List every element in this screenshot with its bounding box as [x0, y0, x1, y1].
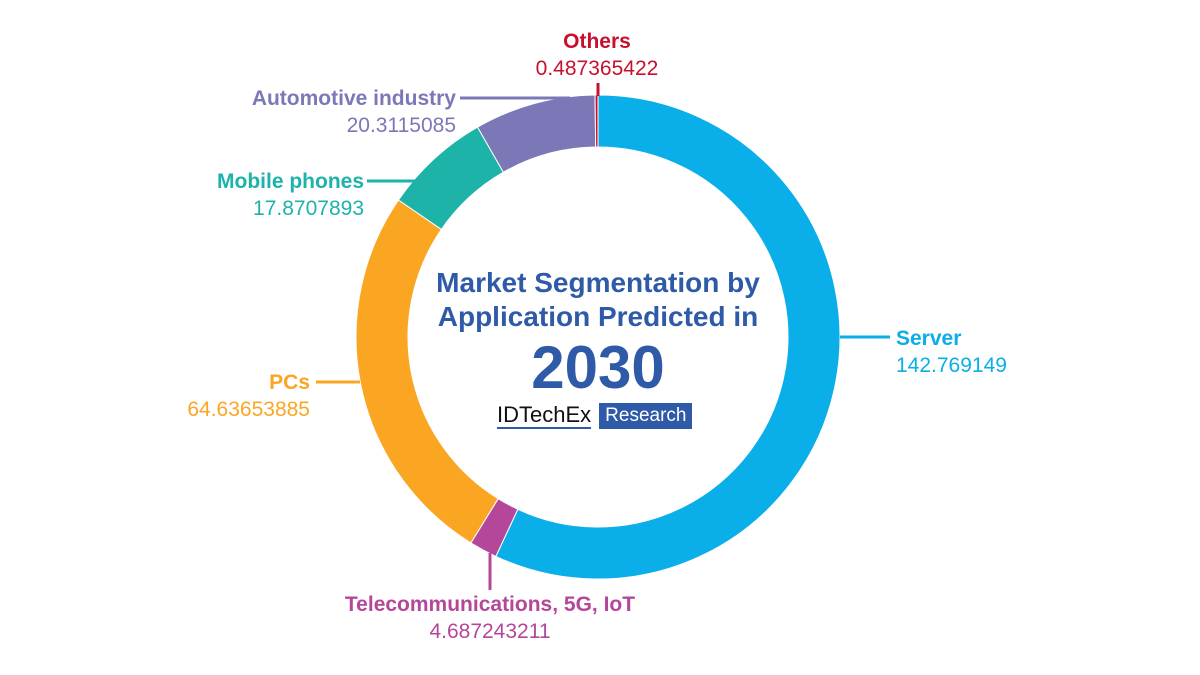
label-pcs: PCs 64.63653885	[187, 372, 310, 420]
slice-value: 142.769149	[896, 354, 1007, 377]
slice-name: Telecommunications, 5G, IoT	[344, 593, 636, 616]
slice-value: 17.8707893	[253, 197, 364, 220]
slice-others	[594, 94, 599, 148]
slice-name: Server	[896, 327, 962, 350]
slice-server	[495, 94, 841, 580]
slice-value: 4.687243211	[429, 620, 551, 643]
slice-value: 0.487365422	[535, 57, 659, 80]
label-others: Others 0.487365422	[497, 31, 697, 79]
slice-name: Mobile phones	[217, 170, 364, 193]
slice-name: Others	[563, 30, 631, 53]
chart-title-year: 2030	[531, 334, 665, 401]
label-automotive: Automotive industry 20.3115085	[252, 88, 456, 136]
label-mobile: Mobile phones 17.8707893	[217, 171, 364, 219]
slice-name: Automotive industry	[251, 87, 456, 110]
label-telecom: Telecommunications, 5G, IoT 4.687243211	[290, 594, 690, 642]
slice-value: 20.3115085	[346, 114, 456, 137]
slice-value: 64.63653885	[187, 398, 310, 421]
label-server: Server 142.769149	[896, 328, 1007, 376]
logo-tag: Research	[599, 403, 693, 429]
logo-brand: IDTechEx	[497, 402, 592, 429]
chart-title: Market Segmentation by Application Predi…	[436, 267, 760, 332]
slice-name: PCs	[269, 371, 310, 394]
idtechex-logo: IDTechEx Research	[497, 402, 693, 429]
